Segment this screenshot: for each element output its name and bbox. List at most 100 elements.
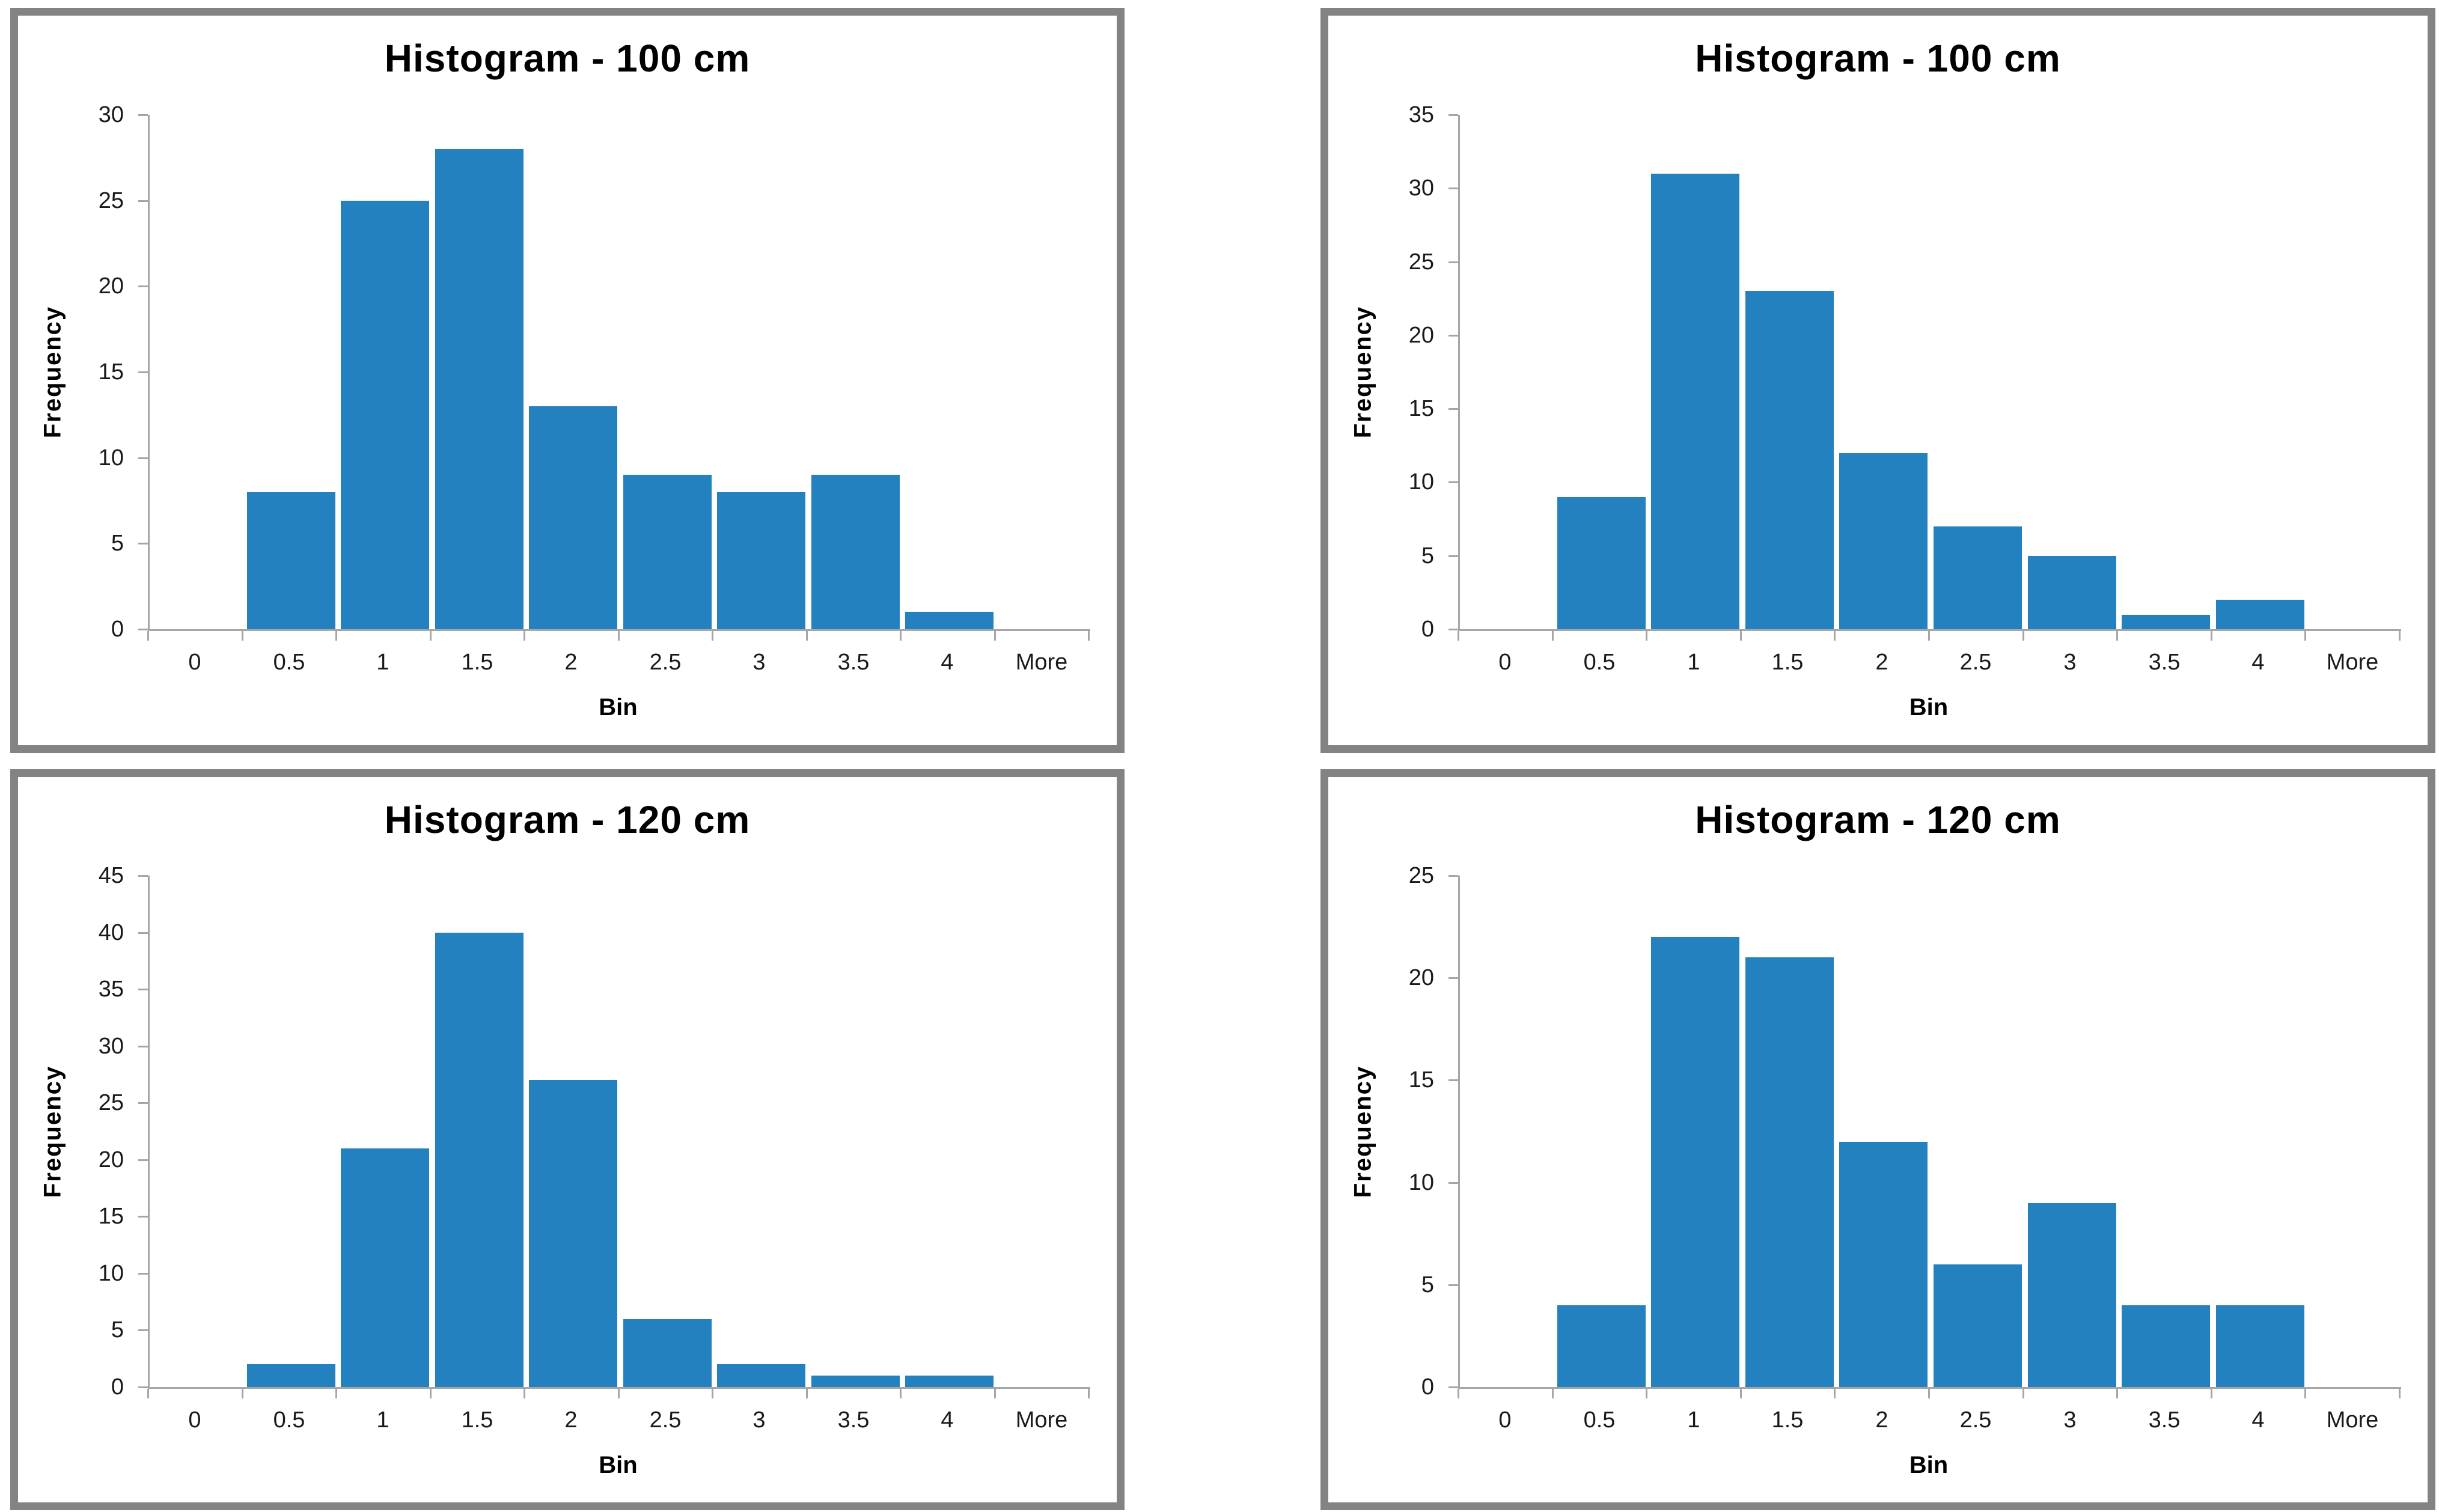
bar-3 bbox=[717, 492, 805, 629]
x-tick-label: 2 bbox=[1875, 650, 1888, 675]
y-tick-label: 15 bbox=[1408, 1067, 1434, 1093]
x-axis-tick bbox=[1834, 1389, 1836, 1398]
x-tick-label: 1 bbox=[376, 1407, 389, 1433]
x-tick-label: 3.5 bbox=[2148, 1407, 2181, 1433]
x-tick-label: 4 bbox=[941, 1407, 954, 1433]
y-tick-label: 30 bbox=[98, 1034, 124, 1059]
chart-title: Histogram - 100 cm bbox=[1695, 37, 2061, 80]
x-axis-tick bbox=[1928, 631, 1930, 641]
x-axis-tick bbox=[335, 631, 337, 641]
x-tick-label: 0 bbox=[1498, 650, 1512, 675]
y-axis-tick bbox=[138, 629, 148, 630]
y-axis-tick bbox=[138, 1273, 148, 1275]
x-axis-tick bbox=[524, 631, 525, 641]
x-axis-tick bbox=[618, 631, 620, 641]
bar-2 bbox=[1839, 453, 1928, 629]
bar-1 bbox=[341, 1148, 429, 1387]
x-axis-tick bbox=[524, 1389, 525, 1398]
x-axis-tick bbox=[2022, 631, 2024, 641]
x-axis-tick bbox=[2304, 631, 2306, 641]
y-axis-tick bbox=[1448, 114, 1458, 116]
plot-area bbox=[148, 115, 1090, 631]
x-tick-label: 2 bbox=[564, 650, 578, 675]
bar-1 bbox=[341, 201, 429, 629]
y-axis-tick bbox=[138, 1216, 148, 1218]
chart-title: Histogram - 120 cm bbox=[384, 798, 751, 841]
x-axis-tick bbox=[2211, 1389, 2212, 1398]
y-axis-tick bbox=[1448, 1284, 1458, 1286]
bar-4 bbox=[2216, 1305, 2304, 1387]
x-tick-label: 3.5 bbox=[2148, 650, 2181, 675]
y-tick-label: 10 bbox=[1408, 469, 1434, 495]
x-tick-label: More bbox=[2326, 650, 2379, 675]
y-axis-tick bbox=[1448, 629, 1458, 630]
y-axis-tick bbox=[1448, 408, 1458, 410]
x-axis-tick bbox=[1740, 631, 1742, 641]
y-tick-label: 10 bbox=[1408, 1170, 1434, 1195]
y-axis-tick bbox=[138, 543, 148, 544]
x-axis-tick bbox=[242, 631, 243, 641]
x-axis-tick bbox=[618, 1389, 620, 1398]
bar-1.5 bbox=[1745, 957, 1834, 1387]
x-axis-tick bbox=[2116, 1389, 2118, 1398]
x-axis-tick bbox=[2211, 631, 2212, 641]
x-axis-tick bbox=[806, 1389, 808, 1398]
x-tick-label: 1 bbox=[1687, 650, 1700, 675]
x-axis-title: Bin bbox=[1909, 1452, 1949, 1478]
y-axis-tick bbox=[138, 1046, 148, 1047]
bar-3 bbox=[2028, 556, 2116, 629]
bar-2.5 bbox=[1934, 526, 2022, 629]
y-axis-tick bbox=[138, 114, 148, 116]
y-axis-tick bbox=[138, 200, 148, 202]
x-axis-tick bbox=[994, 1389, 996, 1398]
y-tick-label: 25 bbox=[1408, 249, 1434, 275]
x-tick-label: 1.5 bbox=[461, 1407, 493, 1433]
y-tick-label: 5 bbox=[1421, 1272, 1434, 1297]
bar-1 bbox=[1651, 937, 1739, 1387]
x-axis-tick bbox=[900, 631, 902, 641]
bar-0.5 bbox=[247, 492, 335, 629]
y-tick-label: 0 bbox=[1421, 617, 1434, 642]
y-axis-title: Frequency bbox=[39, 305, 66, 439]
x-axis-tick bbox=[430, 1389, 432, 1398]
x-tick-label: 3 bbox=[752, 1407, 766, 1433]
x-tick-label: More bbox=[2326, 1407, 2379, 1433]
x-axis-tick bbox=[712, 631, 713, 641]
y-axis-tick bbox=[138, 875, 148, 877]
x-tick-label: 2.5 bbox=[1959, 650, 1992, 675]
y-tick-label: 45 bbox=[98, 863, 124, 888]
x-tick-label: 0 bbox=[188, 1407, 201, 1433]
x-tick-label: More bbox=[1015, 650, 1068, 675]
y-tick-label: 20 bbox=[98, 1147, 124, 1172]
x-axis-tick bbox=[2304, 1389, 2306, 1398]
x-tick-label: 3 bbox=[752, 650, 766, 675]
x-tick-label: 3 bbox=[2063, 650, 2077, 675]
bar-1.5 bbox=[435, 933, 524, 1387]
x-axis-tick bbox=[1552, 631, 1554, 641]
x-tick-label: 1 bbox=[1687, 1407, 1700, 1433]
x-axis-tick bbox=[335, 1389, 337, 1398]
y-tick-label: 15 bbox=[98, 359, 124, 385]
y-axis-tick bbox=[1448, 1079, 1458, 1081]
y-axis-tick bbox=[138, 371, 148, 373]
y-tick-label: 5 bbox=[111, 531, 124, 556]
y-axis-tick bbox=[138, 457, 148, 459]
x-tick-label: 0 bbox=[188, 650, 201, 675]
bar-2.5 bbox=[1934, 1264, 2022, 1387]
y-axis-title: Frequency bbox=[39, 1065, 66, 1198]
y-axis-tick bbox=[138, 932, 148, 934]
y-axis-tick bbox=[1448, 875, 1458, 877]
bar-3 bbox=[2028, 1203, 2116, 1387]
y-tick-label: 30 bbox=[98, 102, 124, 127]
y-axis-tick bbox=[1448, 187, 1458, 189]
bar-4 bbox=[905, 1376, 994, 1387]
chart-panel-bottom-right: Histogram - 120 cm 0 5 10 15 20 25 0 0.5 1 1.5 2 2.5… bbox=[1320, 769, 2435, 1510]
x-tick-label: 1.5 bbox=[1771, 1407, 1804, 1433]
x-axis-tick bbox=[1646, 631, 1647, 641]
bar-3.5 bbox=[811, 1376, 900, 1387]
y-tick-label: 0 bbox=[111, 1374, 124, 1400]
bar-2.5 bbox=[623, 475, 712, 629]
x-tick-label: 1 bbox=[376, 650, 389, 675]
x-tick-label: 4 bbox=[2251, 650, 2265, 675]
x-axis-title: Bin bbox=[599, 1452, 638, 1478]
